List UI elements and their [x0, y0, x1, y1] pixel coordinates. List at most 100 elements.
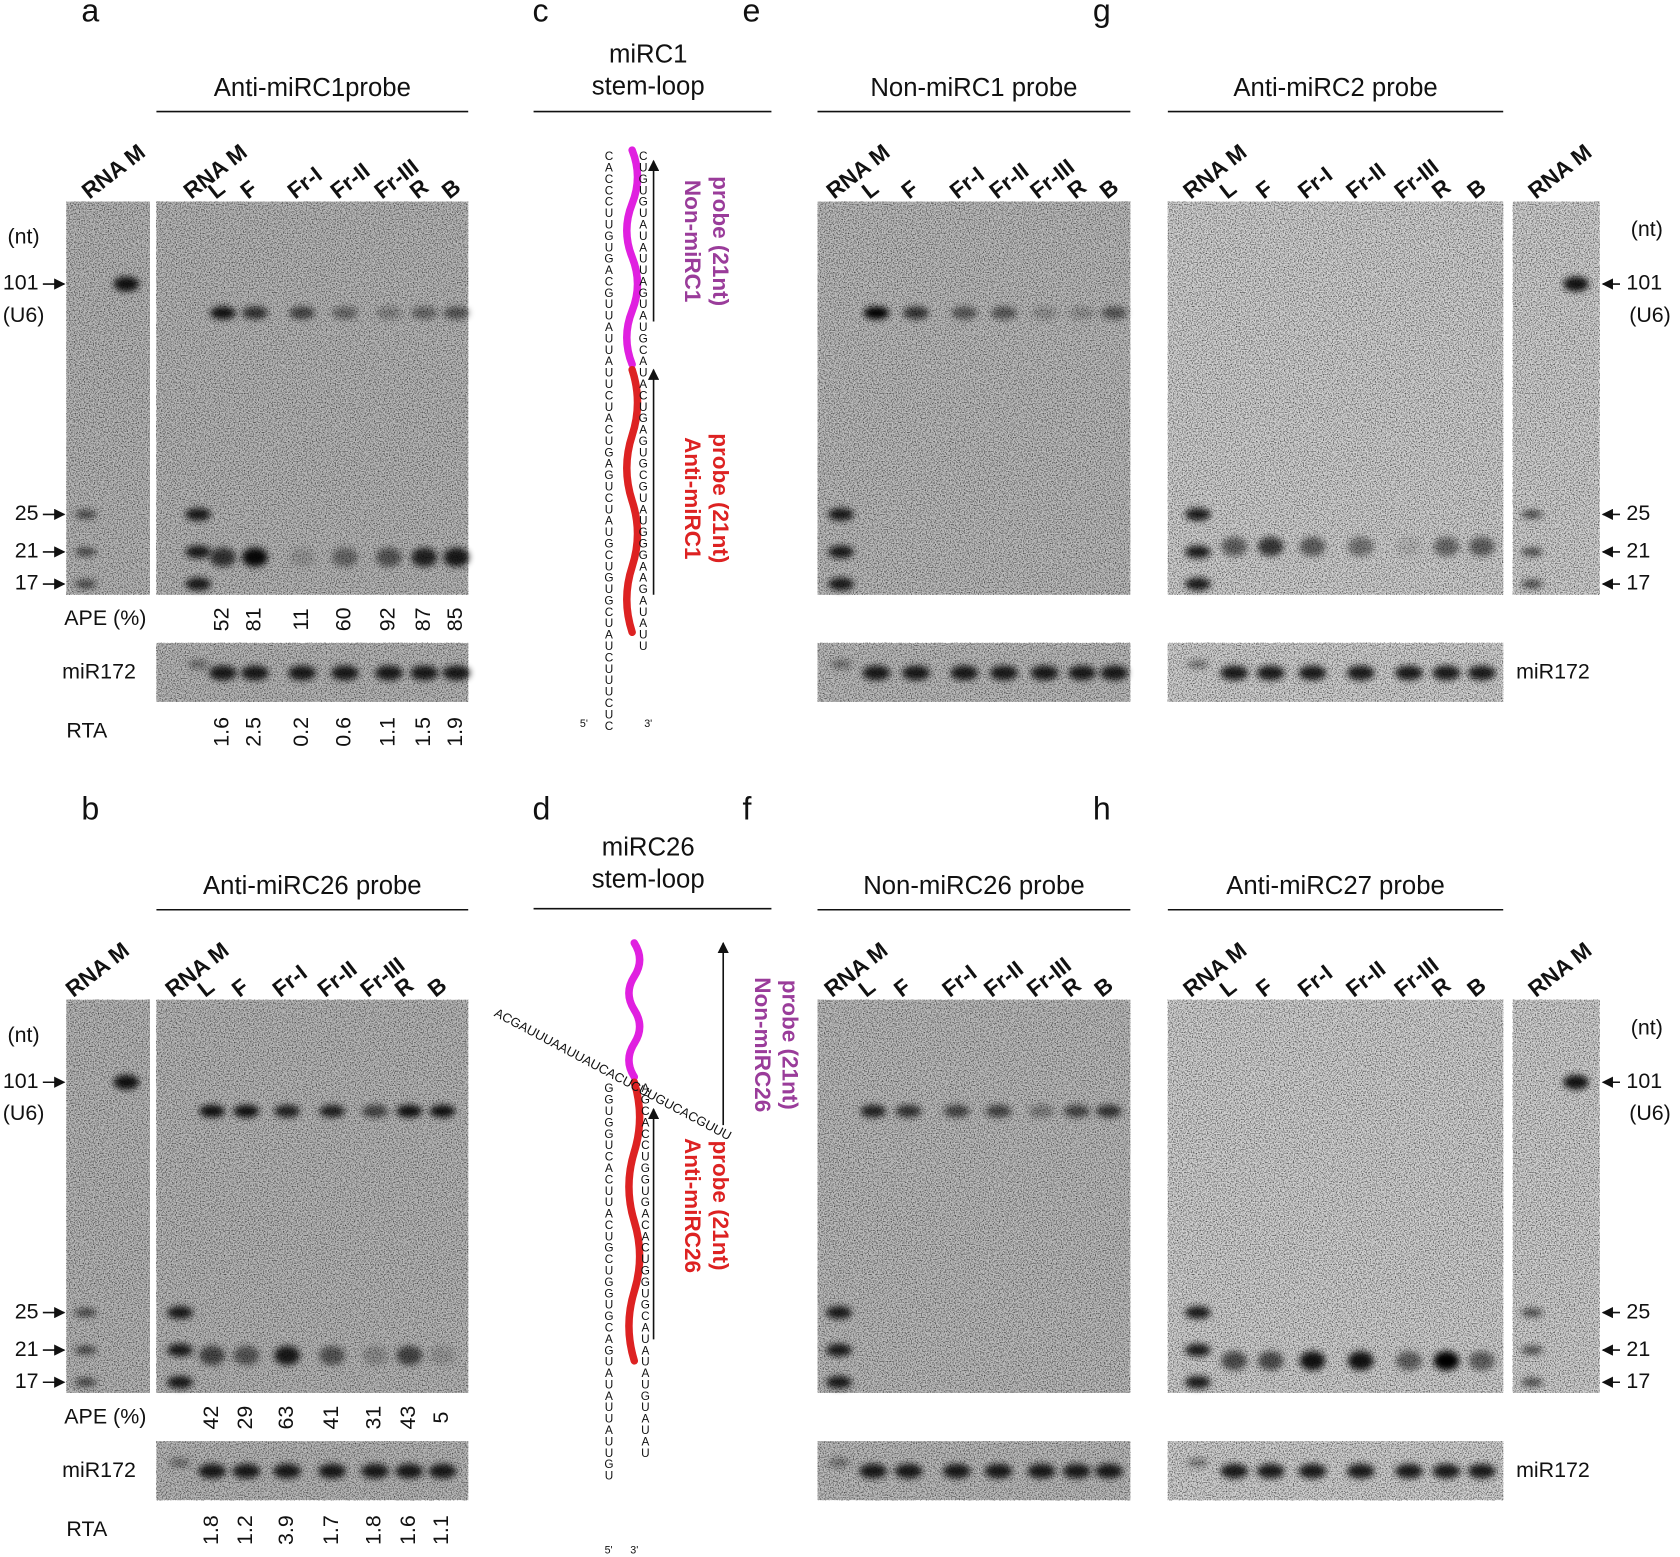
band	[428, 1463, 457, 1479]
band	[113, 1074, 140, 1090]
lane-label: Fr-II	[1341, 956, 1390, 1002]
rta-value: 1.5	[411, 717, 435, 747]
band	[242, 306, 268, 320]
size-label: 17	[15, 1369, 39, 1393]
band	[411, 547, 438, 567]
band	[1185, 507, 1211, 521]
band	[1347, 536, 1374, 557]
lane-label: RNA M	[161, 937, 234, 1002]
band	[199, 1345, 225, 1366]
band	[1468, 536, 1495, 557]
band	[1521, 1377, 1543, 1387]
rta-label: RTA	[66, 1517, 108, 1541]
band	[903, 306, 929, 320]
band	[1221, 536, 1248, 557]
band	[1185, 545, 1211, 559]
band	[167, 1375, 193, 1389]
panel-label: g	[1093, 0, 1111, 28]
band	[1395, 1463, 1423, 1479]
size-unit: (nt)	[1631, 1015, 1663, 1039]
gel-grain	[156, 999, 469, 1393]
lane-label: L	[854, 974, 880, 1002]
band	[1521, 510, 1543, 519]
band	[1433, 1351, 1460, 1371]
gel-grain	[1167, 201, 1504, 595]
lane-label: RNA M	[1523, 139, 1596, 204]
band	[826, 1306, 852, 1320]
strand-sequence: AGCACCUGGUGACACUGGUGCAUAUAUGUAUAU	[639, 1082, 652, 1458]
lane-label: B	[437, 174, 465, 204]
band	[828, 1458, 850, 1467]
loading-label: miR172	[62, 1458, 136, 1482]
ape-value: 29	[233, 1406, 257, 1430]
rta-value: 1.8	[362, 1515, 386, 1545]
band	[288, 665, 317, 681]
strand-end: 5'	[580, 718, 588, 730]
band	[1347, 1351, 1374, 1371]
band	[1027, 1463, 1056, 1479]
gel-grain	[66, 201, 150, 595]
band	[241, 665, 269, 681]
band	[289, 547, 315, 567]
band	[902, 665, 930, 681]
band	[75, 510, 97, 519]
band	[828, 545, 854, 559]
size-label: 21	[15, 539, 39, 563]
loading-label: miR172	[1516, 660, 1590, 684]
lane-label: F	[889, 974, 915, 1002]
band	[895, 1104, 922, 1118]
band	[1221, 1351, 1248, 1371]
structure-title: stem-loop	[592, 73, 705, 101]
lane-label: RNA M	[1178, 937, 1251, 1002]
band	[167, 1343, 193, 1357]
lane-label: F	[1251, 974, 1277, 1002]
probe-label: Non-miRC26	[750, 977, 775, 1112]
probe-strand	[623, 146, 642, 369]
band	[1396, 1351, 1422, 1371]
size-label: 25	[15, 501, 39, 525]
lane-label: Fr-II	[313, 956, 362, 1002]
lane-label: F	[897, 176, 923, 204]
band	[233, 1345, 260, 1366]
band	[274, 1104, 300, 1118]
strand-sequence: GGUGGUCACUUACUGCUGGUGCAGUAUAUUAUUGU	[602, 1082, 615, 1481]
ape-value: 11	[289, 608, 313, 630]
band	[376, 306, 402, 320]
size-label: 101	[3, 1069, 39, 1093]
panel-title: Anti-miRC26 probe	[203, 872, 422, 900]
size-label: 21	[15, 1337, 39, 1361]
band	[332, 306, 358, 320]
ape-value: 52	[210, 607, 234, 631]
gel-grain	[1512, 999, 1600, 1393]
band	[1298, 665, 1327, 681]
band	[1185, 1306, 1211, 1320]
lane-label: RNA M	[820, 937, 893, 1002]
band	[1068, 665, 1097, 681]
panel-title: Non-miRC26 probe	[863, 872, 1084, 900]
band	[396, 1345, 423, 1366]
band	[830, 660, 852, 669]
lane-label: L	[203, 175, 229, 203]
band	[826, 1343, 852, 1357]
band	[442, 665, 471, 681]
lane-label: Fr-II	[326, 158, 375, 204]
size-unit: (nt)	[8, 225, 40, 249]
band	[1187, 660, 1209, 669]
band	[1521, 579, 1543, 589]
size-label: 25	[1626, 501, 1650, 525]
lane-label: Fr-I	[937, 960, 981, 1002]
lane-label: L	[1215, 974, 1241, 1002]
lane-label: B	[1462, 174, 1490, 204]
size-label: 25	[15, 1299, 39, 1323]
u6-label: (U6)	[1629, 1101, 1671, 1125]
band	[1100, 665, 1129, 681]
band	[185, 545, 212, 559]
band	[396, 1104, 423, 1118]
rta-value: 1.1	[429, 1515, 453, 1545]
band	[1432, 665, 1461, 681]
strand-sequence: CUGUGUAUAUUAGUAUGCAUACUGAGUGCGUAUGGGAAGA…	[637, 150, 650, 651]
lane-label: Fr-I	[268, 960, 312, 1002]
band	[233, 1104, 260, 1118]
rta-value: 0.6	[332, 717, 356, 747]
size-unit: (nt)	[8, 1023, 40, 1047]
